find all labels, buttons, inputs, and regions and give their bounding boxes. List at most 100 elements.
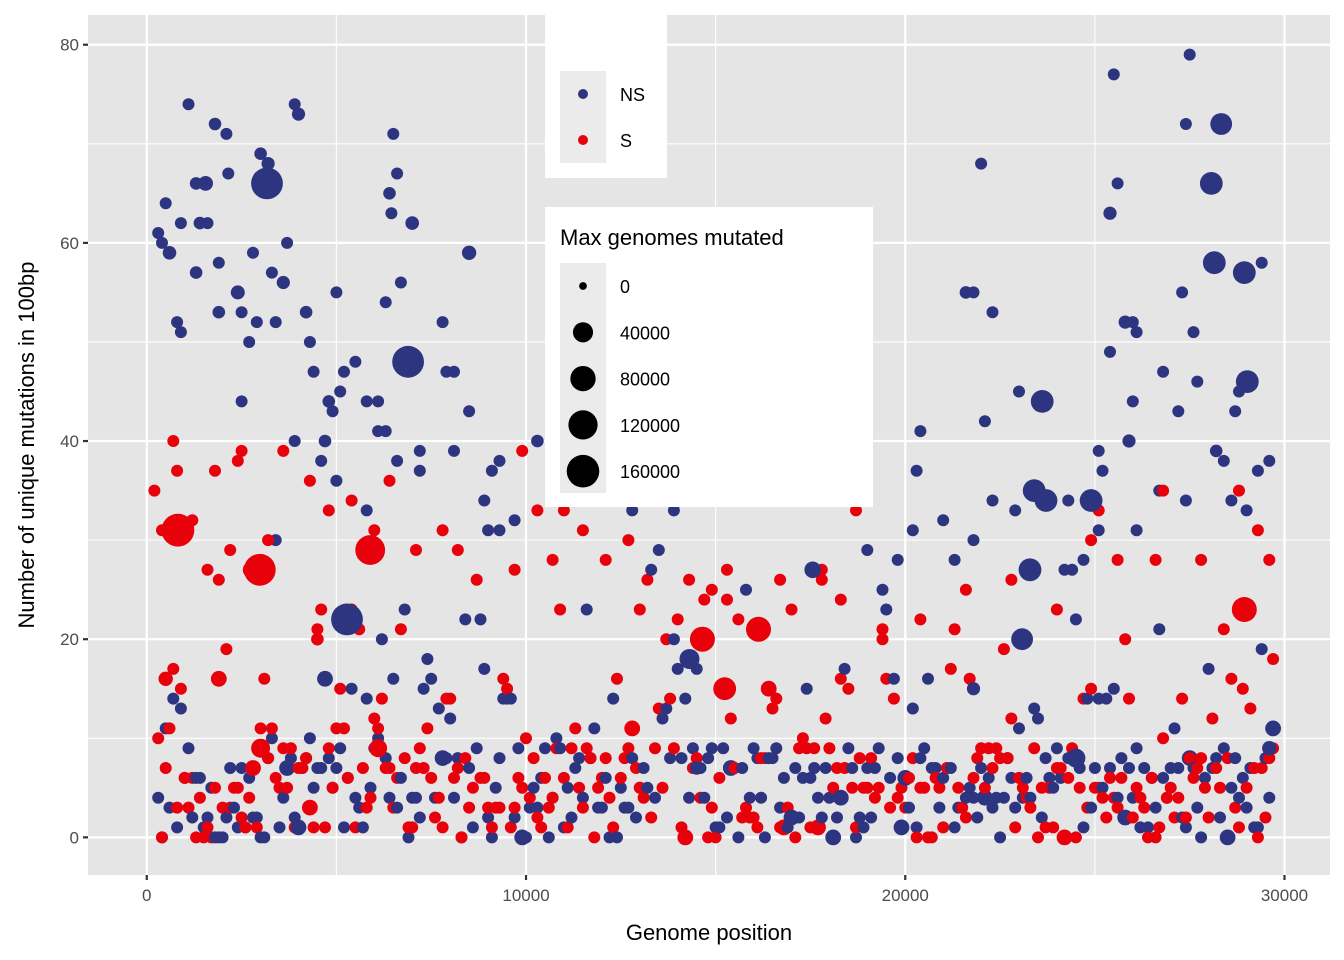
- point-ns: [884, 771, 897, 784]
- point-ns: [167, 692, 180, 705]
- point-s: [338, 722, 350, 735]
- point-ns: [258, 831, 271, 844]
- point-s: [1231, 597, 1257, 622]
- point-s: [478, 771, 491, 784]
- point-s: [356, 762, 369, 774]
- point-ns: [689, 761, 704, 775]
- point-s: [967, 771, 980, 784]
- point-s: [315, 603, 328, 616]
- point-s: [516, 781, 529, 794]
- point-ns: [660, 702, 673, 715]
- point-ns: [808, 762, 821, 774]
- point-s: [633, 603, 646, 616]
- point-s: [485, 821, 498, 834]
- point-ns: [948, 553, 961, 566]
- point-ns: [977, 789, 993, 806]
- color-legend: NS S: [545, 15, 667, 178]
- point-s: [1233, 484, 1245, 497]
- point-ns: [825, 829, 842, 846]
- point-ns: [444, 712, 457, 725]
- point-ns: [914, 425, 927, 438]
- point-ns: [1066, 748, 1086, 768]
- point-s: [614, 771, 627, 784]
- point-s: [827, 781, 840, 794]
- point-s: [1005, 712, 1018, 725]
- point-s: [705, 801, 718, 814]
- point-s: [933, 781, 946, 794]
- point-s: [265, 722, 278, 735]
- point-ns: [994, 831, 1007, 844]
- point-ns: [330, 474, 343, 487]
- point-ns: [360, 504, 373, 517]
- point-s: [1172, 791, 1185, 804]
- point-ns: [156, 236, 168, 249]
- point-ns: [413, 464, 426, 477]
- point-ns: [402, 831, 415, 844]
- point-s: [705, 583, 718, 596]
- point-s: [1153, 821, 1166, 834]
- point-s: [1206, 712, 1219, 725]
- point-s: [375, 692, 388, 705]
- point-ns: [1217, 454, 1230, 467]
- point-ns: [747, 742, 760, 755]
- y-tick-label: 60: [60, 234, 79, 253]
- point-ns: [588, 722, 601, 735]
- point-ns: [838, 662, 851, 675]
- point-ns: [461, 245, 477, 260]
- point-s: [546, 791, 559, 804]
- point-s: [1145, 771, 1158, 784]
- point-ns: [531, 434, 544, 448]
- point-ns: [394, 276, 407, 289]
- point-s: [599, 553, 612, 566]
- point-ns: [565, 811, 578, 824]
- point-s: [504, 821, 517, 834]
- point-ns: [1172, 405, 1185, 418]
- point-ns: [174, 326, 187, 339]
- point-ns: [288, 435, 301, 447]
- point-ns: [607, 692, 620, 705]
- point-s: [952, 781, 965, 794]
- point-ns: [777, 771, 790, 784]
- point-s: [1259, 811, 1272, 824]
- point-s: [1024, 801, 1037, 814]
- point-ns: [1202, 662, 1215, 675]
- point-s: [406, 821, 419, 834]
- x-tick-label: 0: [142, 886, 151, 905]
- point-ns: [978, 415, 991, 428]
- point-s: [210, 670, 227, 687]
- point-s: [455, 831, 468, 844]
- point-ns: [561, 781, 574, 794]
- point-s: [281, 781, 294, 794]
- point-s: [311, 623, 324, 636]
- point-s: [868, 791, 881, 804]
- point-ns: [527, 781, 540, 794]
- point-ns: [1104, 762, 1116, 774]
- point-ns: [1126, 395, 1139, 408]
- point-ns: [542, 831, 555, 844]
- point-ns: [448, 444, 460, 457]
- point-s: [539, 771, 551, 784]
- point-s: [224, 544, 237, 556]
- point-s: [1130, 781, 1143, 794]
- point-ns: [1115, 752, 1128, 765]
- point-s: [683, 573, 696, 586]
- point-ns: [1225, 781, 1238, 794]
- point-s: [1214, 781, 1226, 794]
- point-s: [925, 831, 938, 844]
- point-s: [649, 742, 661, 755]
- point-ns: [383, 791, 396, 804]
- point-ns: [273, 821, 286, 834]
- point-s: [1267, 653, 1280, 665]
- point-s: [823, 742, 836, 755]
- point-s: [410, 544, 422, 556]
- point-ns: [569, 762, 582, 774]
- point-s: [413, 742, 426, 755]
- point-ns: [405, 216, 420, 230]
- point-s: [535, 821, 548, 834]
- color-legend-keys-background: [560, 71, 606, 163]
- point-s: [713, 677, 737, 701]
- point-s: [834, 593, 847, 606]
- point-ns: [307, 781, 320, 794]
- point-ns: [235, 395, 248, 408]
- point-s: [245, 760, 261, 776]
